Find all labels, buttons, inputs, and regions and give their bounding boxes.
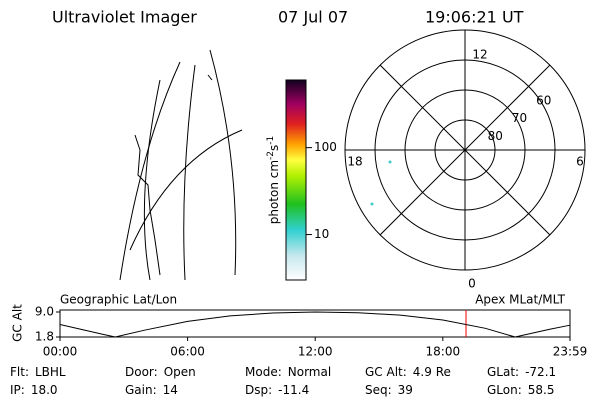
lat-circle: [344, 29, 586, 271]
lat-label: 80: [488, 129, 503, 143]
info-value: 39: [398, 383, 413, 397]
info-field: Flt: LBHL: [10, 365, 66, 379]
info-field: Gain: 14: [125, 383, 178, 397]
info-value: 4.9 Re: [413, 365, 451, 379]
info-field: GLat: -72.1: [487, 365, 556, 379]
info-label: GLon:: [487, 383, 522, 397]
info-value: -72.1: [525, 365, 556, 379]
info-label: Dsp:: [245, 383, 272, 397]
info-value: 58.5: [528, 383, 555, 397]
lat-label: 70: [512, 111, 527, 125]
info-label: Door:: [125, 365, 158, 379]
time: 19:06:21 UT: [425, 8, 524, 27]
mlt-label: 6: [576, 155, 584, 169]
polar-plot: [344, 29, 586, 271]
info-field: Dsp: -11.4: [245, 383, 309, 397]
lat-circle: [374, 59, 556, 241]
info-value: -11.4: [278, 383, 309, 397]
info-value: Open: [164, 365, 196, 379]
info-label: Mode:: [245, 365, 282, 379]
info-label: IP:: [10, 383, 25, 397]
instrument: Ultraviolet Imager: [52, 8, 197, 27]
x-tick-label: 06:00: [170, 345, 205, 359]
lat-circle: [434, 119, 496, 181]
y-tick-label: 1.8: [35, 330, 54, 344]
geo-map: [119, 49, 243, 281]
info-label: GC Alt:: [365, 365, 407, 379]
info-value: 14: [163, 383, 178, 397]
date: 07 Jul 07: [278, 8, 348, 27]
info-field: Door: Open: [125, 365, 196, 379]
x-tick-label: 12:00: [298, 345, 333, 359]
colorbar-tick-label: 100: [314, 140, 337, 154]
info-label: Seq:: [365, 383, 392, 397]
altitude-frame: [59, 309, 571, 338]
x-tick-label: 00:00: [43, 345, 78, 359]
info-field: Mode: Normal: [245, 365, 331, 379]
x-tick-label: 18:00: [426, 345, 461, 359]
info-value: 18.0: [31, 383, 58, 397]
alt-ylabel: GC Alt: [11, 304, 25, 342]
mlt-label: 18: [347, 155, 362, 169]
info-field: IP: 18.0: [10, 383, 58, 397]
info-label: Flt:: [10, 365, 29, 379]
info-field: GC Alt: 4.9 Re: [365, 365, 451, 379]
colorbar-tick-label: 10: [314, 227, 329, 241]
polar-label: Apex MLat/MLT: [475, 293, 565, 307]
info-value: Normal: [288, 365, 331, 379]
lat-label: 60: [536, 94, 551, 108]
mlt-label: 0: [468, 277, 476, 291]
mlt-label: 12: [472, 48, 487, 62]
map-label: Geographic Lat/Lon: [60, 293, 177, 307]
colorbar: [285, 79, 307, 281]
x-tick-label: 23:59: [553, 345, 588, 359]
y-tick-label: 9.0: [35, 305, 54, 319]
info-field: Seq: 39: [365, 383, 413, 397]
altitude-line: [59, 311, 571, 338]
info-label: Gain:: [125, 383, 157, 397]
info-label: GLat:: [487, 365, 519, 379]
lat-circle: [404, 89, 526, 211]
info-field: GLon: 58.5: [487, 383, 554, 397]
info-value: LBHL: [35, 365, 66, 379]
colorbar-unit: photon cm-2s-1: [266, 136, 281, 225]
